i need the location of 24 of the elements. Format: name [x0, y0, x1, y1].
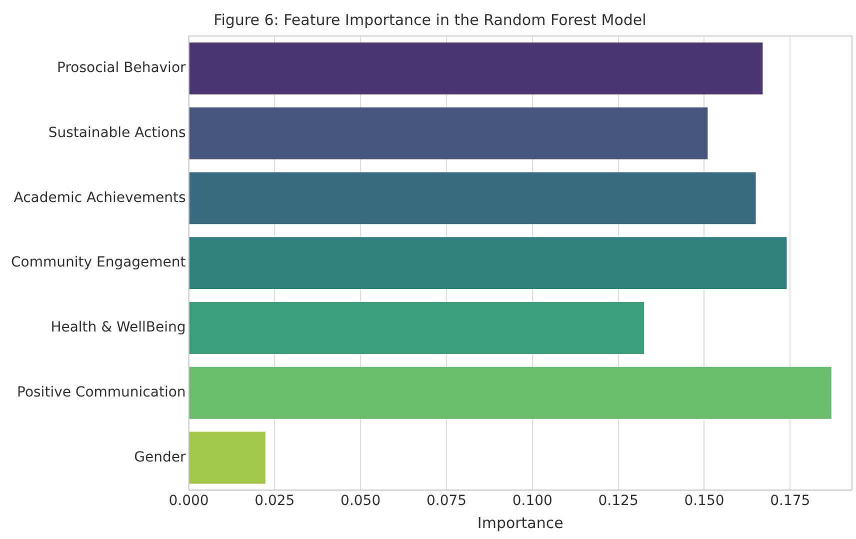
x-tick-label: 0.075	[426, 493, 467, 510]
y-tick-label: Positive Communication	[17, 384, 186, 401]
y-tick-label: Health & WellBeing	[50, 320, 186, 336]
chart-title: Figure 6: Feature Importance in the Random Forest Model	[214, 10, 646, 29]
x-tick-label: 0.150	[684, 493, 724, 510]
y-tick-label: Academic Achievements	[14, 190, 186, 206]
bar	[189, 366, 832, 419]
x-tick-label: 0.000	[168, 493, 209, 510]
x-tick-label: 0.100	[512, 493, 552, 510]
bar	[189, 237, 787, 290]
bar	[189, 172, 756, 224]
bar	[189, 302, 644, 354]
x-tick-label: 0.050	[340, 493, 381, 510]
bar	[189, 107, 708, 160]
bar	[189, 42, 763, 94]
x-axis-title: Importance	[477, 514, 564, 532]
y-tick-label: Community Engagement	[10, 254, 186, 271]
bar	[189, 432, 266, 484]
x-tick-label: 0.025	[254, 493, 295, 510]
x-tick-label: 0.125	[598, 493, 638, 510]
y-tick-label: Sustainable Actions	[48, 124, 186, 141]
y-tick-label: Gender	[134, 449, 186, 466]
x-tick-label: 0.175	[770, 493, 810, 510]
y-tick-label: Prosocial Behavior	[57, 60, 186, 76]
